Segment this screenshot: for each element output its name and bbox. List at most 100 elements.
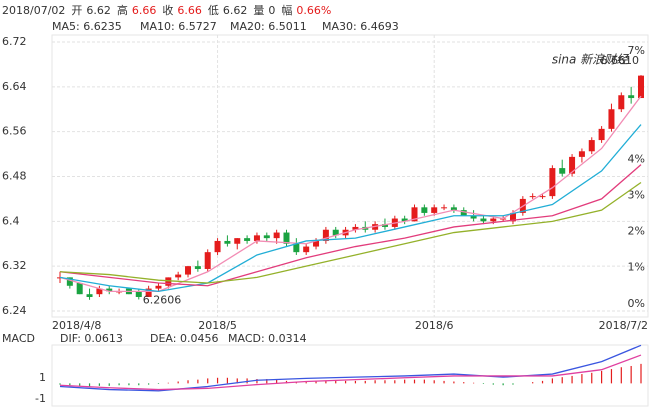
candle-body (352, 226, 359, 230)
header-label: 高 (117, 3, 128, 17)
candle-body (263, 235, 270, 239)
candle-body (204, 252, 211, 269)
header-label: 低 (208, 4, 219, 17)
candle-body (578, 151, 585, 157)
candle-body (460, 210, 467, 216)
macd-axis-label: 1 (39, 371, 46, 384)
candle-body (411, 207, 418, 222)
header-value: 6.66 (177, 4, 202, 17)
header-label: 开 (71, 4, 82, 17)
candle-body (234, 238, 241, 244)
macd-line (59, 354, 642, 391)
x-tick-label: 2018/4/8 (52, 319, 101, 332)
y-tick-label: 6.72 (2, 35, 27, 48)
ma-line (59, 164, 642, 287)
candle-body (431, 207, 438, 213)
candle-body (441, 207, 448, 209)
header-label: 收 (162, 3, 173, 17)
candle-body (224, 240, 231, 244)
header-value: 0.66% (296, 4, 331, 17)
header-value: 0 (268, 4, 275, 17)
candle-body (381, 224, 388, 227)
candle-body (165, 277, 172, 286)
candle-body (450, 207, 457, 211)
candle-body (76, 282, 83, 295)
y2-tick-label: 4% (628, 152, 645, 165)
macd-frame (51, 344, 649, 407)
header-label: 2018/07/02 (2, 4, 65, 17)
header-label: 幅 (281, 4, 292, 17)
candle-body (628, 95, 635, 99)
candle-body (66, 277, 73, 286)
header-value: 6.62 (223, 4, 248, 17)
candle-body (185, 266, 192, 275)
candle-body (549, 168, 556, 197)
y2-tick-label: 0% (628, 297, 645, 310)
macd-title: MACD (2, 332, 35, 345)
x-tick-label: 2018/6 (415, 319, 454, 332)
candle-body (283, 232, 290, 244)
candle-body (303, 246, 310, 253)
y-tick-label: 6.24 (2, 304, 27, 317)
candle-body (470, 215, 477, 219)
candle-body (618, 95, 625, 110)
header-value: 6.66 (132, 4, 157, 17)
x-tick-label: 2018/7/2 (599, 319, 648, 332)
candle-body (96, 288, 103, 295)
candle-body (598, 128, 605, 141)
legend-entry: MA20: 6.5011 (230, 20, 307, 33)
macd-line (59, 344, 642, 392)
candle-body (322, 229, 329, 241)
candle-body (86, 294, 93, 297)
watermark: sina 新浪财经 (552, 53, 630, 67)
legend-entry: MA10: 6.5727 (140, 20, 217, 33)
candle-body (135, 291, 142, 297)
candle-body (145, 288, 152, 297)
macd-legend: DEA: 0.0456 (150, 332, 218, 345)
y2-tick-label: 2% (628, 225, 645, 238)
y-tick-label: 6.48 (2, 170, 27, 183)
y-tick-label: 6.64 (2, 80, 27, 93)
candle-body (214, 240, 221, 253)
candle-body (638, 75, 644, 99)
y-tick-label: 6.56 (2, 125, 27, 138)
y2-tick-label: 7% (628, 44, 645, 57)
ma-line (59, 181, 642, 284)
extreme-label: 6.6610 (601, 54, 640, 67)
macd-legend: MACD: 0.0314 (228, 332, 307, 345)
candle-body (490, 218, 497, 222)
candle-body (509, 212, 516, 222)
candle-body (313, 240, 320, 247)
macd-axis-label: -1 (35, 392, 46, 405)
macd-legend: DIF: 0.0613 (60, 332, 123, 345)
candle-body (273, 232, 280, 239)
y-tick-label: 6.32 (2, 259, 27, 272)
legend-entry: MA30: 6.4693 (322, 20, 399, 33)
y-tick-label: 6.4 (2, 214, 20, 227)
candle-body (155, 285, 162, 289)
candle-body (106, 288, 113, 292)
candle-body (559, 168, 566, 174)
candle-body (480, 218, 487, 222)
header-value: 6.62 (86, 4, 111, 17)
candle-body (569, 156, 576, 174)
y2-tick-label: 1% (628, 261, 645, 274)
header-label: 量 (253, 4, 264, 17)
candle-body (539, 196, 546, 198)
candle-body (401, 218, 408, 222)
candle-body (175, 274, 182, 278)
header: 2018/07/02 开 6.62 高 6.66 收 6.66 低 6.62 量 0 幅 0.66% (2, 3, 331, 17)
y2-tick-label: 3% (628, 188, 645, 201)
candle-body (332, 229, 339, 236)
candle-body (588, 140, 595, 152)
candle-body (293, 243, 300, 253)
candle-body (608, 109, 615, 129)
x-tick-label: 2018/5 (198, 319, 237, 332)
candle-body (421, 207, 428, 213)
candle-body (529, 196, 536, 198)
candle-body (194, 266, 201, 269)
legend-entry: MA5: 6.6235 (52, 20, 122, 33)
ma-line (59, 124, 642, 293)
candle-body (244, 238, 251, 241)
candle-body (253, 235, 260, 241)
